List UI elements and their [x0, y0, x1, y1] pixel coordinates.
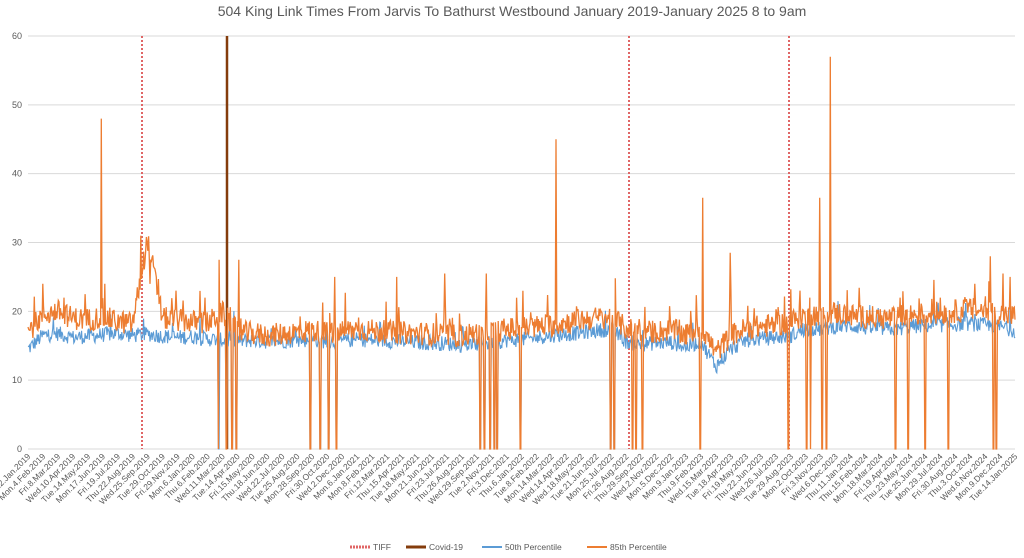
series-85th-percentile-line: [27, 56, 1016, 450]
legend-label: Covid-19: [429, 542, 463, 552]
y-tick-label: 20: [12, 306, 22, 316]
legend: TIFF Covid-19 50th Percentile 85th Percenti…: [350, 542, 667, 552]
legend-label: 50th Percentile: [505, 542, 562, 552]
y-axis-ticks: 0 10 20 30 40 50 60: [12, 31, 22, 454]
y-tick-label: 10: [12, 375, 22, 385]
grid-layer: [28, 35, 1015, 450]
y-tick-label: 30: [12, 238, 22, 248]
legend-label: 85th Percentile: [610, 542, 667, 552]
x-axis-ticks: Wed.2.Jan.2019Mon.4.Feb.2019Fri.8.Mar.20…: [0, 451, 1020, 506]
y-tick-label: 50: [12, 100, 22, 110]
legend-label: TIFF: [373, 542, 391, 552]
y-tick-label: 0: [17, 444, 22, 454]
series-layer: [27, 56, 1016, 450]
y-tick-label: 40: [12, 169, 22, 179]
y-tick-label: 60: [12, 31, 22, 41]
chart-title: 504 King Link Times From Jarvis To Bathu…: [218, 3, 807, 19]
